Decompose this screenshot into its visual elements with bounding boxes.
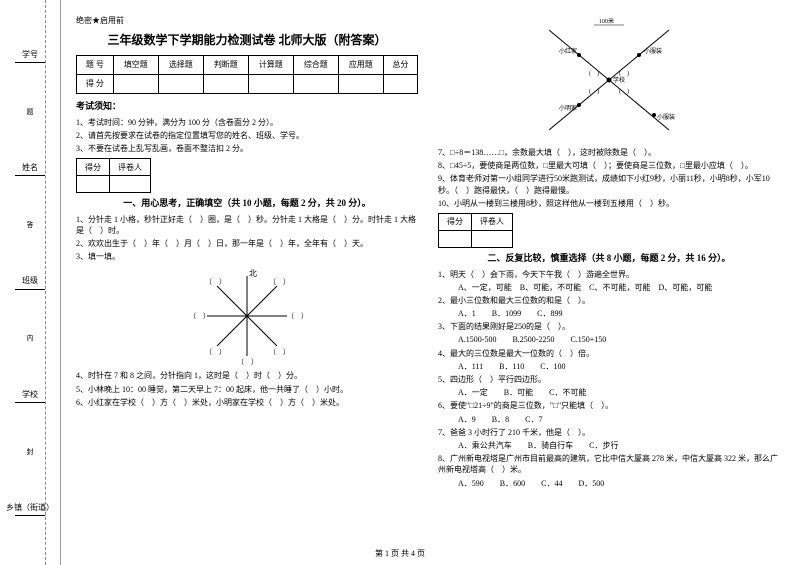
binding-margin: 学号 题 姓名 答 班级 内 学校 封 乡镇（街道） — [0, 0, 61, 565]
page-footer: 第 1 页 共 4 页 — [0, 548, 800, 559]
svg-text:（ ）: （ ） — [287, 312, 307, 320]
hdr: 应用题 — [338, 55, 383, 74]
options: A．一定 B．可能 C．不可能 — [438, 387, 780, 398]
question: 4、时针在 7 和 8 之间，分针指向 1，这时是（ ）时（ ）分。 — [76, 370, 418, 381]
svg-text:（ ）: （ ） — [189, 312, 210, 320]
svg-text:( ): ( ) — [589, 88, 599, 95]
svg-text:（ ）: （ ） — [269, 278, 290, 286]
question: 10、小明从一楼到三楼用8秒，照这样他从一楼到五楼用（ ）秒。 — [438, 198, 780, 209]
exam-title: 三年级数学下学期能力检测试卷 北师大版（附答案） — [76, 32, 418, 49]
cell: 得分 — [77, 159, 110, 176]
options: A、一定，可能 B、可能，不可能 C、不可能，可能 D、可能，可能 — [438, 282, 780, 293]
svg-text:100米: 100米 — [599, 17, 614, 25]
question: 6、要使"□21÷9"的商是三位数，"□"只能填（ ）。 — [438, 400, 780, 411]
question: 8、□45÷5，要使商是两位数，□里最大可填（ ）；要使商是三位数，□里最小应填… — [438, 160, 780, 171]
question: 3、填一填。 — [76, 251, 418, 262]
options: A．111 B．110 C．100 — [438, 361, 780, 372]
notice: 1、考试时间：90 分钟，满分为 100 分（含卷面分 2 分）。 — [76, 117, 418, 128]
left-column: 绝密★启用前 三年级数学下学期能力检测试卷 北师大版（附答案） 题 号 填空题 … — [76, 15, 418, 540]
north-label: 北 — [249, 269, 257, 278]
question: 9、体育老师对第一小组同学进行50米跑测试，成绩如下小红9秒，小丽11秒，小明8… — [438, 173, 780, 195]
part1-title: 一、用心思考，正确填空（共 10 小题，每题 2 分，共 20 分）。 — [76, 197, 418, 210]
question: 5、小林晚上 10：00 睡觉，第二天早上 7：00 起床，他一共睡了（ ）小时… — [76, 384, 418, 395]
question: 1、明天（ ）会下雨，今天下午我（ ）游遍全世界。 — [438, 269, 780, 280]
field-banji: 班级 — [22, 275, 38, 286]
svg-text:( ): ( ) — [619, 70, 629, 77]
svg-text:( ): ( ) — [619, 88, 629, 95]
question: 8、广州新电视塔是广州市目前最高的建筑，它比中信大厦高 278 米，中信大厦高 … — [438, 453, 780, 475]
hdr: 综合题 — [293, 55, 338, 74]
field-xingming: 姓名 — [22, 162, 38, 173]
hdr: 选择题 — [158, 55, 203, 74]
grader-table: 得分评卷人 — [76, 158, 151, 193]
field-xiang: 乡镇（街道） — [6, 502, 54, 513]
secret-label: 绝密★启用前 — [76, 15, 418, 26]
cell: 得分 — [439, 213, 472, 230]
notice: 3、不要在试卷上乱写乱画，卷面不整洁扣 2 分。 — [76, 143, 418, 154]
question: 2、最小三位数和最大三位数的和是（ ）。 — [438, 295, 780, 306]
options: A.1500-500 B.2500-2250 C.150+150 — [438, 334, 780, 345]
svg-text:（ ）: （ ） — [205, 278, 226, 286]
notice: 2、请首先按要求在试卷的指定位置填写您的姓名、班级、学号。 — [76, 130, 418, 141]
svg-text:小服装: 小服装 — [657, 113, 675, 121]
question: 6、小红家在学校（ ）方（ ）米处，小明家在学校（ ）方（ ）米处。 — [76, 397, 418, 408]
hdr: 计算题 — [248, 55, 293, 74]
question: 3、下面的结果刚好是250的是（ ）。 — [438, 321, 780, 332]
svg-text:小服装: 小服装 — [644, 47, 662, 55]
question: 2、欢欢出生于（ ）年（ ）月（ ）日，那一年是（ ）年，全年有（ ）天。 — [76, 238, 418, 249]
question: 1、分针走 1 小格，秒针正好走（ ）圈，是（ ）秒。分针走 1 大格是（ ）分… — [76, 214, 418, 236]
hdr: 题 号 — [77, 55, 114, 74]
hdr: 总分 — [383, 55, 417, 74]
marker: 答 — [27, 221, 34, 231]
dash-line — [45, 0, 46, 565]
binding-fields: 学号 题 姓名 答 班级 内 学校 封 乡镇（街道） — [6, 10, 54, 555]
svg-text:（ ）: （ ） — [237, 358, 258, 366]
question: 7、□÷8＝138……□，余数最大填（ ），这时被除数是（ ）。 — [438, 147, 780, 158]
right-column: 100米 小红家 小服装 学校 小明家 小服装 ( ) ( ) ( ) ( ) … — [438, 15, 780, 540]
svg-text:小红家: 小红家 — [559, 47, 577, 55]
notice-title: 考试须知： — [76, 100, 418, 113]
svg-text:学校: 学校 — [613, 76, 625, 84]
part2-title: 二、反复比较，慎重选择（共 8 小题，每题 2 分，共 16 分）。 — [438, 252, 780, 265]
marker: 内 — [27, 334, 34, 344]
cell: 评卷人 — [472, 213, 513, 230]
field-xuehao: 学号 — [22, 49, 38, 60]
options: A．590 B．600 C．44 D．500 — [438, 478, 780, 489]
svg-text:( ): ( ) — [589, 70, 599, 77]
hdr: 判断题 — [203, 55, 248, 74]
question: 5、四边形（ ）平行四边形。 — [438, 374, 780, 385]
cell: 评卷人 — [110, 159, 151, 176]
content-area: 绝密★启用前 三年级数学下学期能力检测试卷 北师大版（附答案） 题 号 填空题 … — [61, 0, 800, 565]
field-xuexiao: 学校 — [22, 389, 38, 400]
svg-text:小明家: 小明家 — [559, 104, 577, 112]
x-diagram: 100米 小红家 小服装 学校 小明家 小服装 ( ) ( ) ( ) ( ) — [529, 15, 689, 145]
svg-text:（ ）: （ ） — [205, 348, 226, 356]
options: A．9 B．8 C．7 — [438, 414, 780, 425]
compass-diagram: 北 （ ） （ ） （ ） （ ） （ ） （ ） （ ） — [187, 266, 307, 366]
marker: 题 — [27, 108, 34, 118]
hdr: 填空题 — [113, 55, 158, 74]
question: 4、最大的三位数是最大一位数的（ ）倍。 — [438, 348, 780, 359]
options: A．乘公共汽车 B．骑自行车 C．步行 — [438, 440, 780, 451]
marker: 封 — [27, 448, 34, 458]
grader-table-2: 得分评卷人 — [438, 213, 513, 248]
question: 7、爸爸 3 小时行了 210 千米，他是（ ）。 — [438, 427, 780, 438]
row-label: 得 分 — [77, 74, 114, 93]
score-table: 题 号 填空题 选择题 判断题 计算题 综合题 应用题 总分 得 分 — [76, 55, 418, 94]
options: A．1 B．1099 C．899 — [438, 308, 780, 319]
svg-text:（ ）: （ ） — [269, 348, 290, 356]
